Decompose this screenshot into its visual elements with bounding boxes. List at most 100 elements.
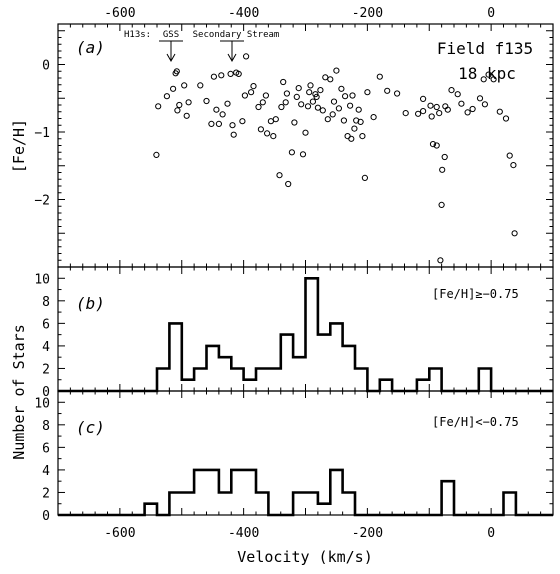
data-point	[496, 108, 503, 115]
panel-a-label: (a)	[76, 38, 105, 57]
data-point	[291, 119, 298, 126]
panel-b-condition: [Fe/H]≥−0.75	[432, 287, 519, 301]
y-tick-label-count: 6	[42, 441, 50, 456]
data-point	[394, 90, 401, 97]
y-tick-label-count: 0	[42, 385, 50, 400]
data-point	[415, 110, 422, 117]
panel-c-frame	[57, 390, 554, 516]
y-tick-label-count: 4	[42, 464, 50, 479]
data-point	[420, 108, 427, 115]
x-tick-label-bottom: -600	[104, 526, 135, 541]
data-point	[335, 105, 342, 112]
data-point	[428, 113, 435, 120]
x-axis-label: Velocity (km/s)	[237, 548, 372, 566]
data-point	[330, 98, 338, 105]
annotation-secondary: Secondary Stream	[193, 30, 280, 40]
data-point	[213, 106, 220, 113]
data-point	[262, 92, 269, 99]
data-point	[458, 100, 465, 107]
data-point	[264, 130, 271, 137]
data-point	[282, 99, 289, 106]
data-point	[306, 89, 313, 96]
data-point	[219, 111, 226, 118]
data-point	[299, 151, 307, 158]
data-point	[298, 101, 305, 108]
annotation-secondary-marker	[220, 40, 244, 63]
data-point	[436, 110, 443, 117]
data-point	[257, 126, 264, 133]
data-point	[349, 92, 356, 99]
data-point	[259, 99, 266, 106]
data-point	[313, 93, 320, 101]
data-point	[476, 95, 484, 102]
data-point	[420, 95, 427, 103]
panel-b-label: (b)	[76, 294, 105, 313]
data-point	[155, 103, 162, 110]
data-point	[370, 114, 377, 121]
data-point	[176, 101, 183, 109]
data-point	[361, 174, 368, 181]
x-tick-label-bottom: -400	[228, 526, 259, 541]
data-point	[153, 151, 160, 158]
annotation-prefix: H13s:	[124, 30, 151, 40]
histogram-line-c	[58, 468, 553, 517]
data-point	[448, 87, 455, 94]
data-point	[454, 91, 461, 98]
data-point	[481, 101, 488, 108]
y-tick-label-count: 2	[42, 362, 50, 377]
data-point	[376, 73, 383, 80]
data-point	[230, 131, 237, 138]
data-point	[344, 133, 351, 140]
annotation-gss: GSS	[163, 30, 179, 40]
data-point	[322, 74, 329, 81]
data-point	[333, 67, 340, 74]
data-point	[433, 142, 440, 149]
data-point	[469, 105, 476, 113]
y-axis-label-stars: Number of Stars	[10, 324, 28, 459]
y-tick-label-feh: −1	[34, 126, 50, 141]
data-point	[248, 89, 255, 96]
data-point	[227, 70, 234, 78]
x-tick-label-top: 0	[487, 6, 495, 21]
data-point	[347, 102, 354, 109]
data-point	[235, 70, 242, 78]
data-point	[278, 103, 285, 111]
data-point	[218, 72, 225, 79]
field-label: Field f135	[437, 39, 533, 58]
panel-c-condition: [Fe/H]<−0.75	[432, 415, 519, 429]
data-point	[319, 107, 326, 114]
data-point	[429, 141, 437, 148]
data-point	[490, 76, 497, 83]
data-point	[342, 93, 349, 100]
data-point	[183, 112, 190, 119]
data-point	[464, 109, 471, 116]
histograms	[58, 277, 553, 517]
y-tick-label-count: 10	[34, 272, 50, 287]
y-tick-label-count: 6	[42, 317, 50, 332]
data-point	[170, 85, 177, 92]
x-tick-label-top: -400	[228, 6, 259, 21]
data-point	[441, 153, 448, 161]
data-point	[276, 172, 283, 179]
data-point	[327, 76, 334, 83]
data-point	[295, 85, 302, 92]
data-point	[288, 149, 295, 156]
panel-a-frame	[57, 23, 554, 268]
data-point	[444, 106, 451, 113]
data-point	[506, 152, 513, 159]
data-point	[359, 133, 366, 140]
data-point	[224, 100, 231, 107]
data-point	[283, 90, 290, 97]
y-tick-label-count: 2	[42, 486, 50, 501]
y-tick-label-feh: −2	[34, 194, 50, 209]
data-point	[480, 76, 487, 83]
distance-label: 18 kpc	[458, 64, 516, 83]
data-point	[502, 115, 510, 122]
data-point	[317, 87, 324, 94]
data-point	[309, 98, 316, 105]
labels: -600 -400 -200 0-600 -400 -200 00−1−2024681002…	[34, 6, 495, 541]
data-point	[314, 104, 321, 111]
axis-ticks	[57, 23, 554, 516]
data-point	[329, 111, 336, 118]
